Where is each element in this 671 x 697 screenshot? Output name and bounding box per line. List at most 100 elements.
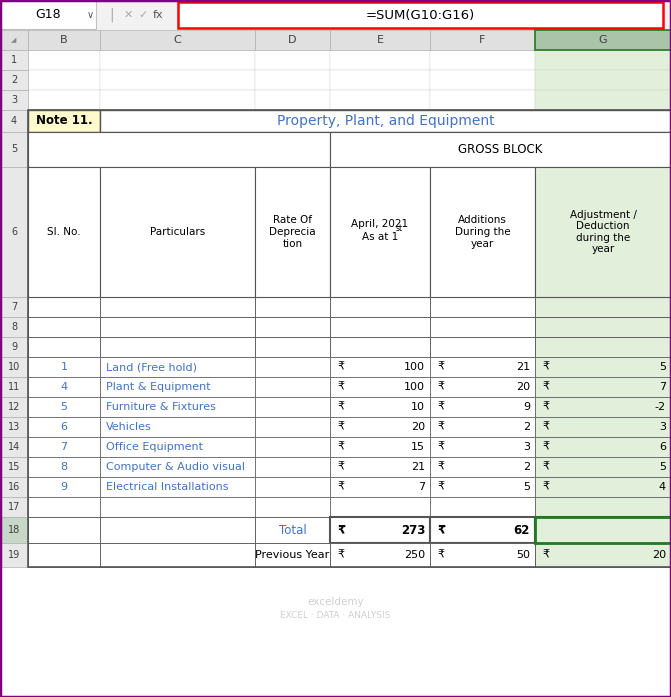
Bar bbox=[330, 517, 430, 543]
Bar bbox=[28, 497, 100, 517]
Text: B: B bbox=[60, 35, 68, 45]
Bar bbox=[255, 477, 330, 497]
Bar bbox=[330, 132, 671, 167]
Bar bbox=[28, 377, 100, 397]
Bar bbox=[28, 517, 100, 543]
Bar bbox=[100, 50, 255, 70]
Bar bbox=[100, 297, 255, 317]
Bar bbox=[535, 517, 671, 543]
Text: ₹: ₹ bbox=[542, 523, 550, 537]
Bar bbox=[535, 70, 671, 90]
Text: 4: 4 bbox=[659, 482, 666, 492]
Text: 28: 28 bbox=[650, 523, 666, 537]
Bar bbox=[535, 497, 671, 517]
Bar bbox=[100, 337, 255, 357]
Text: 100: 100 bbox=[404, 362, 425, 372]
Bar bbox=[535, 457, 671, 477]
Bar bbox=[535, 297, 671, 317]
Bar bbox=[28, 90, 100, 110]
Bar bbox=[430, 437, 535, 457]
Bar bbox=[330, 337, 430, 357]
Text: 15: 15 bbox=[8, 462, 20, 472]
Text: 17: 17 bbox=[8, 502, 20, 512]
Bar bbox=[330, 167, 430, 297]
Bar bbox=[28, 337, 100, 357]
Bar bbox=[28, 317, 100, 337]
Text: ₹: ₹ bbox=[337, 422, 344, 432]
Text: 16: 16 bbox=[8, 482, 20, 492]
Bar bbox=[430, 477, 535, 497]
Bar bbox=[100, 517, 255, 543]
Bar bbox=[535, 397, 671, 417]
Bar bbox=[430, 167, 535, 297]
Text: ∨: ∨ bbox=[87, 10, 93, 20]
Bar bbox=[535, 497, 671, 517]
Bar bbox=[100, 417, 255, 437]
Bar bbox=[0, 132, 28, 167]
Text: G18: G18 bbox=[35, 8, 61, 22]
Bar bbox=[0, 90, 28, 110]
Bar bbox=[0, 30, 28, 50]
Bar bbox=[28, 477, 100, 497]
Text: 4: 4 bbox=[11, 116, 17, 126]
Bar bbox=[0, 457, 28, 477]
Bar bbox=[0, 0, 671, 30]
Text: ₹: ₹ bbox=[542, 402, 549, 412]
Bar bbox=[255, 543, 330, 567]
Bar bbox=[255, 517, 330, 543]
Text: Vehicles: Vehicles bbox=[106, 422, 152, 432]
Bar bbox=[255, 132, 330, 167]
Text: Land (Free hold): Land (Free hold) bbox=[106, 362, 197, 372]
Text: 3: 3 bbox=[11, 95, 17, 105]
Bar bbox=[535, 437, 671, 457]
Text: 9: 9 bbox=[60, 482, 68, 492]
Text: 7: 7 bbox=[60, 442, 68, 452]
Bar bbox=[28, 477, 100, 497]
Text: Total: Total bbox=[278, 523, 307, 537]
Text: 5: 5 bbox=[11, 144, 17, 155]
Bar bbox=[100, 30, 255, 50]
Bar bbox=[330, 132, 430, 167]
Bar bbox=[100, 317, 255, 337]
Bar bbox=[28, 297, 100, 317]
Text: 12: 12 bbox=[8, 402, 20, 412]
Bar bbox=[255, 357, 330, 377]
Text: 2: 2 bbox=[523, 422, 530, 432]
Bar bbox=[255, 317, 330, 337]
Bar bbox=[430, 417, 535, 437]
Text: ₹: ₹ bbox=[337, 442, 344, 452]
Bar bbox=[330, 457, 430, 477]
Bar bbox=[28, 132, 330, 167]
Bar bbox=[430, 457, 535, 477]
Bar bbox=[535, 517, 671, 543]
Text: 10: 10 bbox=[411, 402, 425, 412]
Text: ₹: ₹ bbox=[337, 362, 344, 372]
Text: 15: 15 bbox=[411, 442, 425, 452]
Text: 50: 50 bbox=[516, 550, 530, 560]
Bar bbox=[255, 377, 330, 397]
Text: 5: 5 bbox=[60, 402, 68, 412]
Bar bbox=[100, 517, 255, 543]
Bar bbox=[28, 110, 100, 132]
Text: F: F bbox=[479, 35, 486, 45]
Text: 18: 18 bbox=[8, 525, 20, 535]
Bar bbox=[430, 110, 535, 132]
Bar bbox=[330, 50, 430, 70]
Text: 5: 5 bbox=[659, 462, 666, 472]
Text: Rate Of
Deprecia
tion: Rate Of Deprecia tion bbox=[269, 215, 316, 249]
Text: ₹: ₹ bbox=[437, 462, 444, 472]
Bar bbox=[28, 517, 100, 543]
Bar bbox=[0, 337, 28, 357]
Bar bbox=[535, 110, 671, 132]
Bar bbox=[430, 50, 535, 70]
Bar bbox=[0, 377, 28, 397]
Bar bbox=[28, 497, 100, 517]
Bar bbox=[430, 317, 535, 337]
Bar bbox=[100, 297, 255, 317]
Bar bbox=[255, 417, 330, 437]
Text: 273: 273 bbox=[401, 523, 425, 537]
Bar bbox=[255, 457, 330, 477]
Bar bbox=[330, 297, 430, 317]
Text: 20: 20 bbox=[652, 550, 666, 560]
Text: Adjustment /
Deduction
during the
year: Adjustment / Deduction during the year bbox=[570, 210, 636, 254]
